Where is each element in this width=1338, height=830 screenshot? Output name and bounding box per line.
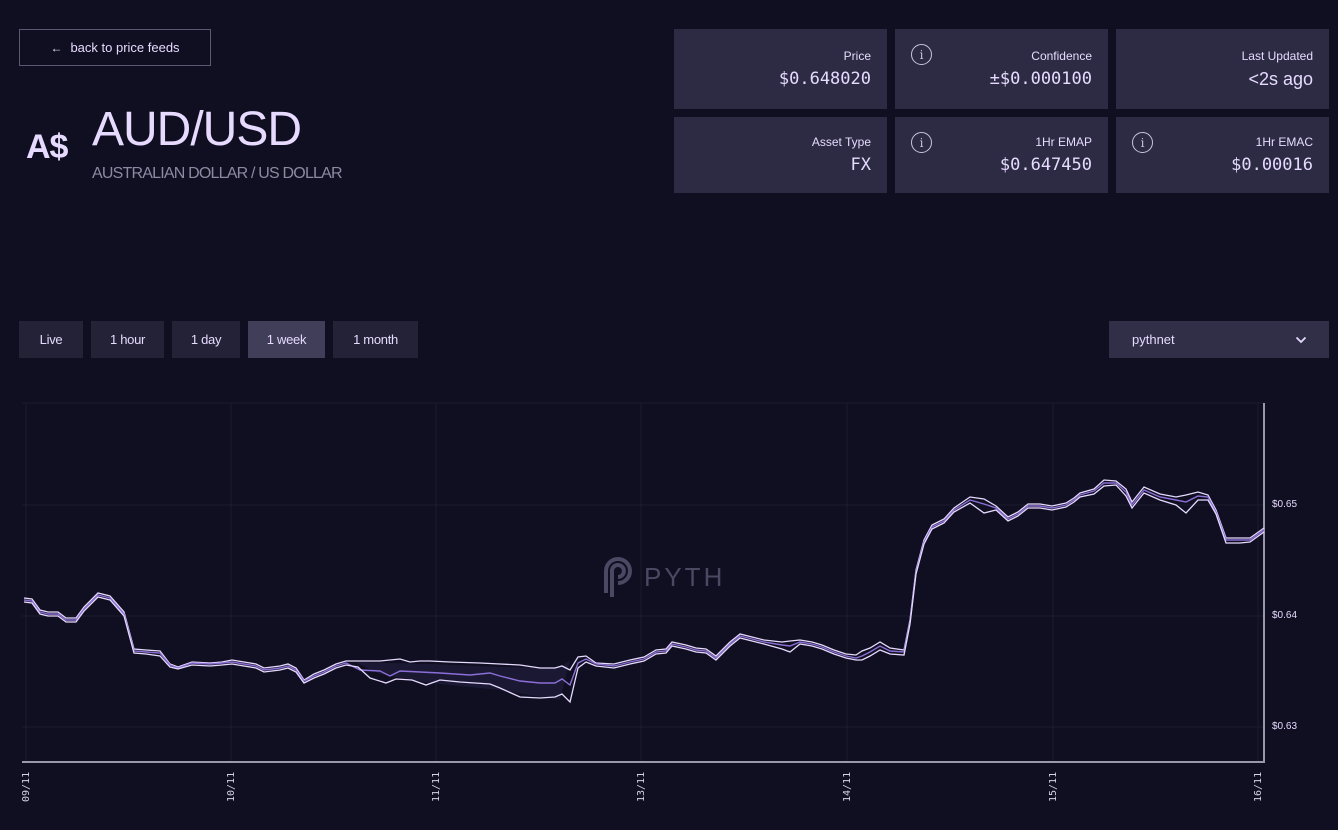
pyth-watermark: PYTH bbox=[598, 553, 725, 601]
y-tick-label: $0.64 bbox=[1272, 610, 1298, 621]
info-icon[interactable]: i bbox=[911, 132, 932, 153]
emap-card: i 1Hr EMAP $0.647450 bbox=[895, 117, 1108, 193]
y-tick-label: $0.63 bbox=[1272, 721, 1298, 732]
page-title: AUD/USD bbox=[92, 103, 302, 156]
x-tick-label: 15/11 bbox=[1048, 771, 1059, 802]
x-tick-label: 14/11 bbox=[842, 771, 853, 802]
emap-value: $0.647450 bbox=[999, 155, 1092, 175]
x-tick-label: 13/11 bbox=[636, 771, 647, 802]
x-tick-label: 10/11 bbox=[226, 771, 237, 802]
info-icon[interactable]: i bbox=[911, 44, 932, 65]
watermark-text: PYTH bbox=[644, 561, 726, 592]
back-to-price-feeds-button[interactable]: ← back to price feeds bbox=[19, 29, 211, 66]
tab-1-day[interactable]: 1 day bbox=[172, 321, 240, 358]
back-button-label: back to price feeds bbox=[70, 40, 180, 55]
tab-1-hour[interactable]: 1 hour bbox=[91, 321, 164, 358]
emac-value: $0.00016 bbox=[1231, 155, 1313, 175]
confidence-label: Confidence bbox=[1031, 49, 1092, 63]
time-range-tabs: Live 1 hour 1 day 1 week 1 month bbox=[19, 321, 418, 358]
last-updated-label: Last Updated bbox=[1241, 48, 1313, 63]
confidence-value: ±$0.000100 bbox=[989, 69, 1092, 89]
price-label: Price bbox=[843, 49, 871, 63]
emac-card: i 1Hr EMAC $0.00016 bbox=[1116, 117, 1329, 193]
emac-label: 1Hr EMAC bbox=[1255, 135, 1313, 149]
tab-1-week[interactable]: 1 week bbox=[248, 321, 325, 358]
price-card: Price $0.648020 bbox=[674, 29, 887, 109]
arrow-left-icon: ← bbox=[50, 40, 63, 55]
price-value: $0.648020 bbox=[778, 69, 871, 89]
last-updated-card: Last Updated <2s ago bbox=[1116, 29, 1329, 109]
asset-type-label: Asset Type bbox=[811, 135, 871, 149]
asset-symbol: A$ bbox=[26, 128, 68, 166]
info-icon[interactable]: i bbox=[1132, 132, 1153, 153]
x-tick-label: 11/11 bbox=[431, 771, 442, 802]
network-select-value: pythnet bbox=[1132, 332, 1175, 347]
x-tick-label: 09/11 bbox=[21, 771, 32, 802]
asset-subtitle: AUSTRALIAN DOLLAR / US DOLLAR bbox=[92, 165, 343, 182]
network-select[interactable]: pythnet bbox=[1109, 321, 1329, 358]
tab-live[interactable]: Live bbox=[19, 321, 83, 358]
tab-1-month[interactable]: 1 month bbox=[333, 321, 418, 358]
asset-type-value: FX bbox=[850, 155, 871, 175]
emap-label: 1Hr EMAP bbox=[1035, 135, 1092, 149]
asset-type-card: Asset Type FX bbox=[674, 117, 887, 193]
confidence-card: i Confidence ±$0.000100 bbox=[895, 29, 1108, 109]
last-updated-value: <2s ago bbox=[1248, 68, 1313, 89]
pyth-logo-icon bbox=[604, 557, 632, 597]
x-tick-label: 16/11 bbox=[1253, 771, 1264, 802]
chevron-down-icon bbox=[1295, 336, 1307, 343]
y-tick-label: $0.65 bbox=[1272, 499, 1298, 510]
